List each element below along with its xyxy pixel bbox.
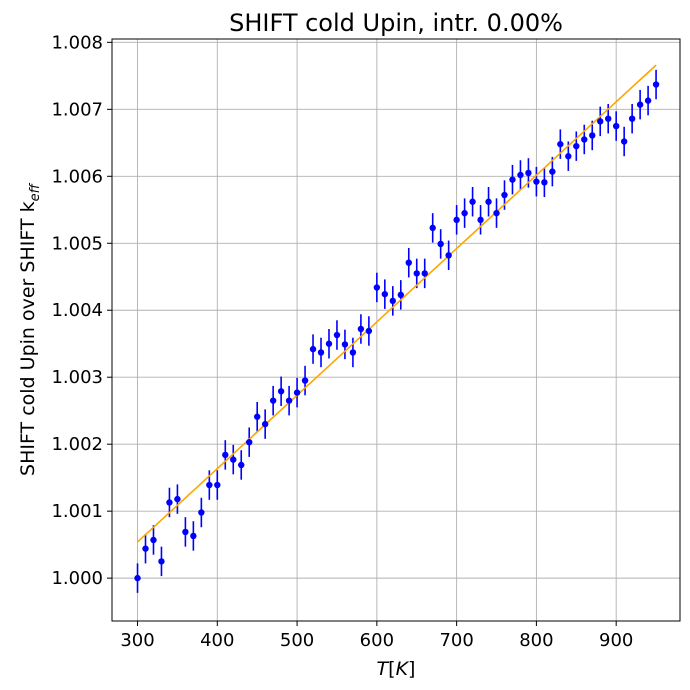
fit-line: [136, 64, 657, 543]
x-ticks: 300 400 500 600 700 800 900: [120, 621, 633, 651]
data-point: [333, 331, 341, 339]
data-point: [285, 397, 293, 404]
data-point: [573, 142, 580, 150]
data-point: [453, 216, 460, 224]
data-point: [597, 118, 604, 125]
data-point: [341, 341, 349, 348]
data-point: [413, 270, 420, 277]
y-tick-label: 1.008: [51, 32, 103, 53]
x-tick-label: 900: [599, 630, 633, 651]
data-point: [142, 545, 149, 552]
data-point: [150, 536, 157, 544]
data-point: [158, 558, 165, 565]
data-point: [397, 291, 404, 299]
data-point: [405, 259, 412, 266]
data-point: [549, 168, 556, 175]
data-point: [445, 252, 452, 259]
data-point: [309, 345, 317, 353]
data-point: [293, 389, 301, 396]
data-point: [389, 297, 397, 305]
data-point: [612, 122, 620, 130]
data-point: [477, 216, 484, 224]
data-point: [644, 97, 652, 104]
x-tick-label: 500: [280, 630, 314, 651]
data-point: [652, 81, 660, 88]
data-point: [246, 438, 253, 446]
y-tick-label: 1.007: [51, 99, 103, 120]
data-point: [628, 115, 636, 122]
data-point: [222, 451, 229, 459]
data-point: [620, 138, 628, 145]
x-axis-label-part: T: [377, 658, 390, 680]
y-tick-label: 1.001: [51, 501, 103, 522]
data-point: [277, 388, 285, 395]
data-point: [469, 198, 476, 205]
data-point: [206, 481, 213, 489]
data-point: [565, 153, 572, 160]
data-point: [493, 209, 500, 217]
x-tick-label: 700: [439, 630, 473, 651]
plot-frame: [111, 38, 681, 622]
data-point: [134, 574, 141, 582]
y-tick-label: 1.004: [51, 300, 103, 321]
x-axis-label-part: [: [388, 658, 395, 680]
x-tick-label: 800: [519, 630, 553, 651]
plot-series: [134, 64, 660, 593]
x-axis-label: T[K]: [377, 658, 416, 680]
data-point: [501, 191, 508, 199]
data-point: [357, 325, 365, 333]
data-point: [301, 377, 309, 384]
data-point: [269, 397, 277, 404]
x-axis-label-part: ]: [408, 658, 415, 680]
x-axis-label-part: K: [396, 658, 410, 680]
y-tick-label: 1.003: [51, 367, 103, 388]
data-point: [166, 499, 173, 506]
data-point: [349, 349, 357, 356]
data-point: [198, 509, 205, 516]
data-point: [325, 340, 333, 347]
data-point: [253, 413, 261, 420]
data-point: [365, 327, 373, 335]
data-point: [437, 240, 444, 248]
chart-title: SHIFT cold Upin, intr. 0.00%: [229, 9, 563, 37]
data-point: [429, 224, 436, 232]
data-point: [381, 290, 389, 298]
y-ticks: 1.000 1.001 1.002 1.003 1.004 1.005 1.006 1.007…: [51, 32, 112, 589]
data-point: [485, 198, 492, 205]
y-tick-label: 1.006: [51, 166, 103, 187]
data-point: [525, 169, 532, 177]
data-point: [461, 209, 468, 217]
data-point: [517, 171, 524, 179]
y-axis-label-subscript: eff: [28, 182, 43, 201]
x-tick-label: 600: [360, 630, 394, 651]
data-point: [605, 115, 612, 122]
data-point: [557, 140, 564, 148]
data-point: [174, 495, 181, 503]
data-point: [509, 176, 516, 183]
data-point: [533, 178, 540, 185]
data-point: [182, 528, 189, 536]
grid: [112, 39, 680, 621]
data-point: [421, 270, 428, 277]
y-tick-label: 1.005: [51, 233, 103, 254]
data-point: [581, 136, 588, 143]
data-point: [238, 461, 245, 469]
y-tick-label: 1.000: [51, 568, 103, 589]
y-axis-label: SHIFT cold Upin over SHIFT keff: [17, 182, 43, 476]
data-point: [190, 532, 197, 540]
data-point: [317, 349, 325, 356]
data-point: [636, 101, 644, 108]
y-tick-label: 1.002: [51, 434, 103, 455]
data-point: [373, 284, 381, 291]
data-point: [230, 456, 237, 463]
data-point: [589, 132, 596, 139]
data-point: [261, 420, 269, 428]
data-point: [214, 481, 221, 489]
x-tick-label: 400: [200, 630, 234, 651]
data-point: [541, 179, 548, 186]
x-tick-label: 300: [120, 630, 154, 651]
y-axis-label-main: SHIFT cold Upin over SHIFT k: [17, 201, 39, 476]
